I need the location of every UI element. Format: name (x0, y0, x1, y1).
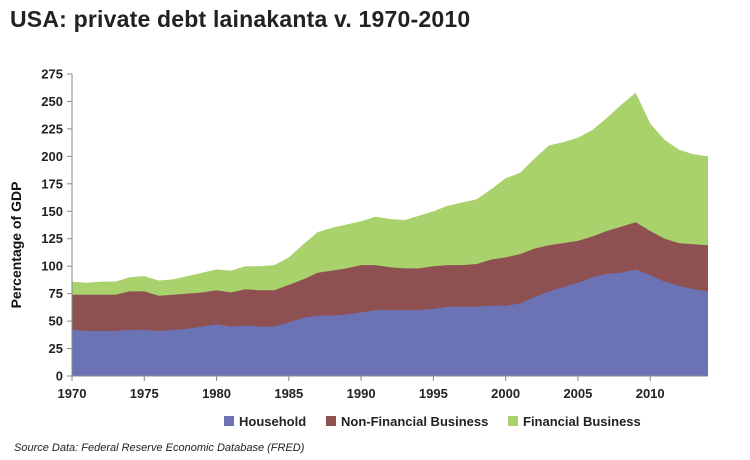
y-axis-title: Percentage of GDP (8, 182, 24, 309)
x-axis: 1970 1975 1980 1985 1990 1995 2000 2005 2010 (58, 375, 708, 401)
legend-label-household: Household (239, 414, 306, 429)
x-tick-label: 2000 (491, 386, 520, 401)
x-tick-label: 1985 (274, 386, 303, 401)
x-tick-label: 1980 (202, 386, 231, 401)
y-tick-label: 150 (41, 204, 63, 219)
x-tick-label: 1970 (58, 386, 87, 401)
y-axis: 0 25 50 75 100 125 150 175 200 225 250 275 (41, 67, 73, 384)
x-tick-label: 2005 (563, 386, 592, 401)
y-tick-label: 25 (49, 341, 63, 356)
area-household (72, 269, 708, 376)
y-tick-label: 50 (49, 314, 63, 329)
y-tick-label: 200 (41, 149, 63, 164)
plot-area (72, 92, 708, 376)
y-tick-label: 225 (41, 121, 63, 136)
legend-label-non-financial-business: Non-Financial Business (341, 414, 488, 429)
chart-title: USA: private debt lainakanta v. 1970-201… (10, 6, 471, 32)
y-tick-label: 175 (41, 176, 63, 191)
x-tick-label: 2010 (636, 386, 665, 401)
y-tick-label: 275 (41, 67, 63, 82)
source-note: Source Data: Federal Reserve Economic Da… (14, 442, 305, 454)
y-tick-label: 125 (41, 231, 63, 246)
x-tick-label: 1995 (419, 386, 448, 401)
y-tick-label: 100 (41, 259, 63, 274)
y-tick-label: 0 (56, 369, 63, 384)
x-tick-label: 1975 (130, 386, 159, 401)
legend-swatch-financial-business (508, 416, 518, 426)
x-tick-label: 1990 (347, 386, 376, 401)
legend: Household Non-Financial Business Financi… (224, 414, 641, 429)
legend-swatch-household (224, 416, 234, 426)
legend-label-financial-business: Financial Business (523, 414, 641, 429)
legend-swatch-non-financial-business (326, 416, 336, 426)
y-tick-label: 75 (49, 286, 63, 301)
y-tick-label: 250 (41, 94, 63, 109)
